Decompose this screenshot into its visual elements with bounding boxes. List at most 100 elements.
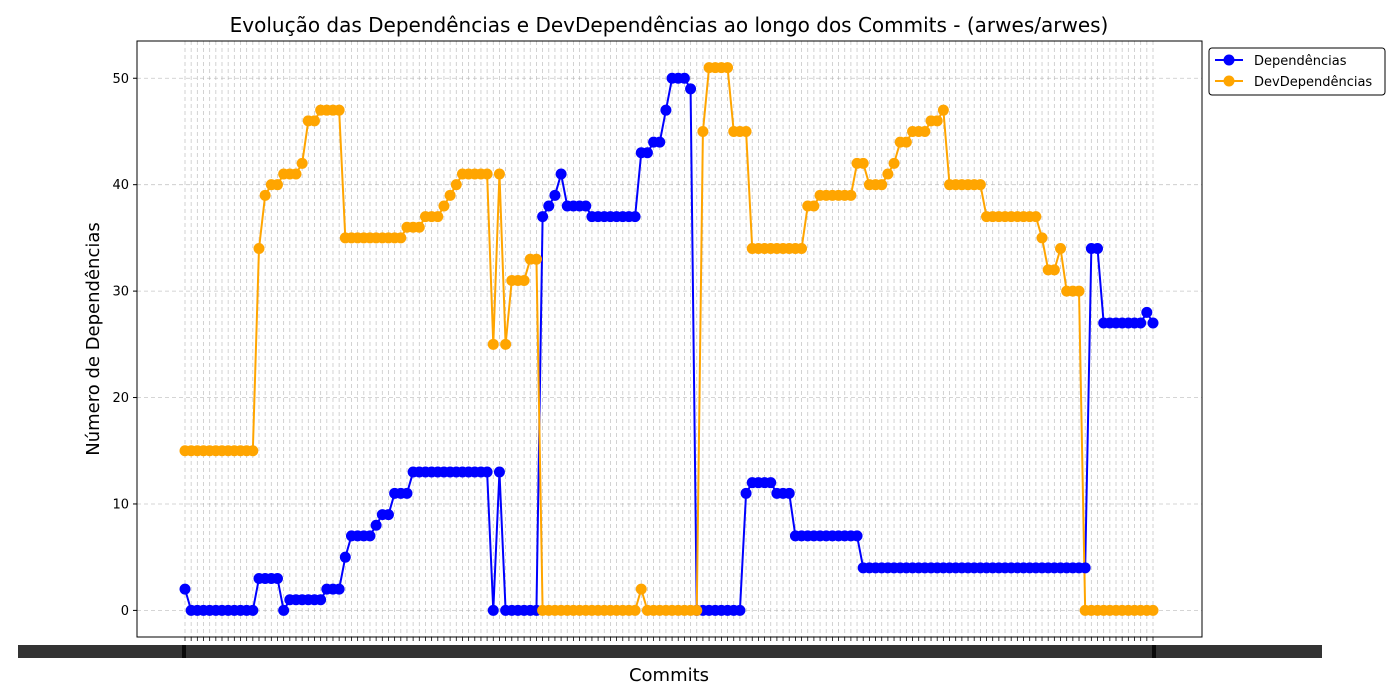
x-tick-labels-overlapped <box>18 645 186 658</box>
data-point-0 <box>247 604 259 616</box>
data-point-0 <box>179 583 191 595</box>
data-point-1 <box>253 243 265 255</box>
y-tick-label: 20 <box>112 391 129 406</box>
data-point-1 <box>487 338 499 350</box>
data-point-0 <box>641 147 653 159</box>
data-point-1 <box>530 253 542 265</box>
data-point-1 <box>1048 264 1060 276</box>
data-point-0 <box>333 583 345 595</box>
data-point-1 <box>438 200 450 212</box>
data-point-1 <box>290 168 302 180</box>
y-tick-label: 10 <box>112 497 129 512</box>
data-point-0 <box>278 604 290 616</box>
plot-area <box>136 40 1203 638</box>
data-point-0 <box>851 530 863 542</box>
data-point-1 <box>900 136 912 148</box>
data-point-1 <box>1030 211 1042 223</box>
data-point-1 <box>1055 243 1067 255</box>
legend-label-devdependencias: DevDependências <box>1254 75 1372 90</box>
data-point-1 <box>333 104 345 116</box>
series-line-1 <box>185 66 1153 612</box>
data-point-1 <box>444 189 456 201</box>
data-point-0 <box>685 83 697 95</box>
data-point-0 <box>654 136 666 148</box>
data-point-1 <box>493 168 505 180</box>
data-point-0 <box>487 604 499 616</box>
data-point-1 <box>635 583 647 595</box>
data-point-1 <box>937 104 949 116</box>
data-point-0 <box>1141 306 1153 318</box>
data-point-1 <box>308 115 320 127</box>
data-point-1 <box>796 243 808 255</box>
data-point-0 <box>549 189 561 201</box>
data-point-0 <box>493 466 505 478</box>
data-point-1 <box>450 179 462 191</box>
data-point-1 <box>500 338 512 350</box>
data-point-0 <box>271 572 283 584</box>
data-point-0 <box>660 104 672 116</box>
data-point-1 <box>740 125 752 137</box>
chart-title: Evolução das Dependências e DevDependênc… <box>230 13 1109 37</box>
data-point-0 <box>401 487 413 499</box>
data-point-1 <box>888 157 900 169</box>
data-point-0 <box>740 487 752 499</box>
y-tick-label: 50 <box>112 72 129 87</box>
data-point-1 <box>1073 285 1085 297</box>
data-point-0 <box>629 211 641 223</box>
data-point-1 <box>296 157 308 169</box>
data-point-0 <box>1147 317 1159 329</box>
legend: Dependências DevDependências <box>1208 47 1386 96</box>
data-point-1 <box>413 221 425 233</box>
data-point-0 <box>783 487 795 499</box>
data-point-0 <box>555 168 567 180</box>
data-point-0 <box>1135 317 1147 329</box>
data-point-0 <box>678 72 690 84</box>
data-point-0 <box>580 200 592 212</box>
y-tick-label: 0 <box>121 604 129 619</box>
legend-label-dependencias: Dependências <box>1254 54 1347 69</box>
series-line-0 <box>184 77 1154 612</box>
legend-box <box>1208 47 1386 96</box>
x-axis-label: Commits <box>629 665 709 686</box>
data-point-1 <box>974 179 986 191</box>
data-point-1 <box>271 179 283 191</box>
y-axis: 0 10 20 30 40 50 <box>112 72 137 619</box>
data-point-1 <box>259 189 271 201</box>
data-point-0 <box>734 604 746 616</box>
data-point-1 <box>432 211 444 223</box>
y-tick-label: 40 <box>112 178 129 193</box>
data-point-1 <box>518 274 530 286</box>
data-point-0 <box>765 477 777 489</box>
data-point-1 <box>247 445 259 457</box>
data-point-1 <box>481 168 493 180</box>
data-point-1 <box>808 200 820 212</box>
data-point-1 <box>876 179 888 191</box>
legend-marker-dependencias <box>1223 54 1235 66</box>
data-point-0 <box>364 530 376 542</box>
data-point-1 <box>931 115 943 127</box>
data-point-0 <box>370 519 382 531</box>
data-point-1 <box>722 62 734 74</box>
data-point-0 <box>543 200 555 212</box>
data-point-1 <box>697 125 709 137</box>
data-point-0 <box>382 509 394 521</box>
data-point-1 <box>845 189 857 201</box>
data-point-1 <box>691 604 703 616</box>
grid <box>137 41 1202 637</box>
data-point-1 <box>1036 232 1048 244</box>
data-point-0 <box>537 211 549 223</box>
data-point-0 <box>315 594 327 606</box>
legend-marker-devdependencias <box>1223 75 1235 87</box>
data-point-1 <box>629 604 641 616</box>
x-axis-ticks <box>18 637 1322 658</box>
data-point-1 <box>919 125 931 137</box>
x-tick-labels-overlapped <box>1152 645 1322 658</box>
data-point-0 <box>1092 243 1104 255</box>
data-point-1 <box>395 232 407 244</box>
data-point-0 <box>1079 562 1091 574</box>
series-markers <box>179 62 1159 616</box>
data-point-0 <box>339 551 351 563</box>
data-point-1 <box>857 157 869 169</box>
y-axis-label: Número de Dependências <box>83 222 104 456</box>
